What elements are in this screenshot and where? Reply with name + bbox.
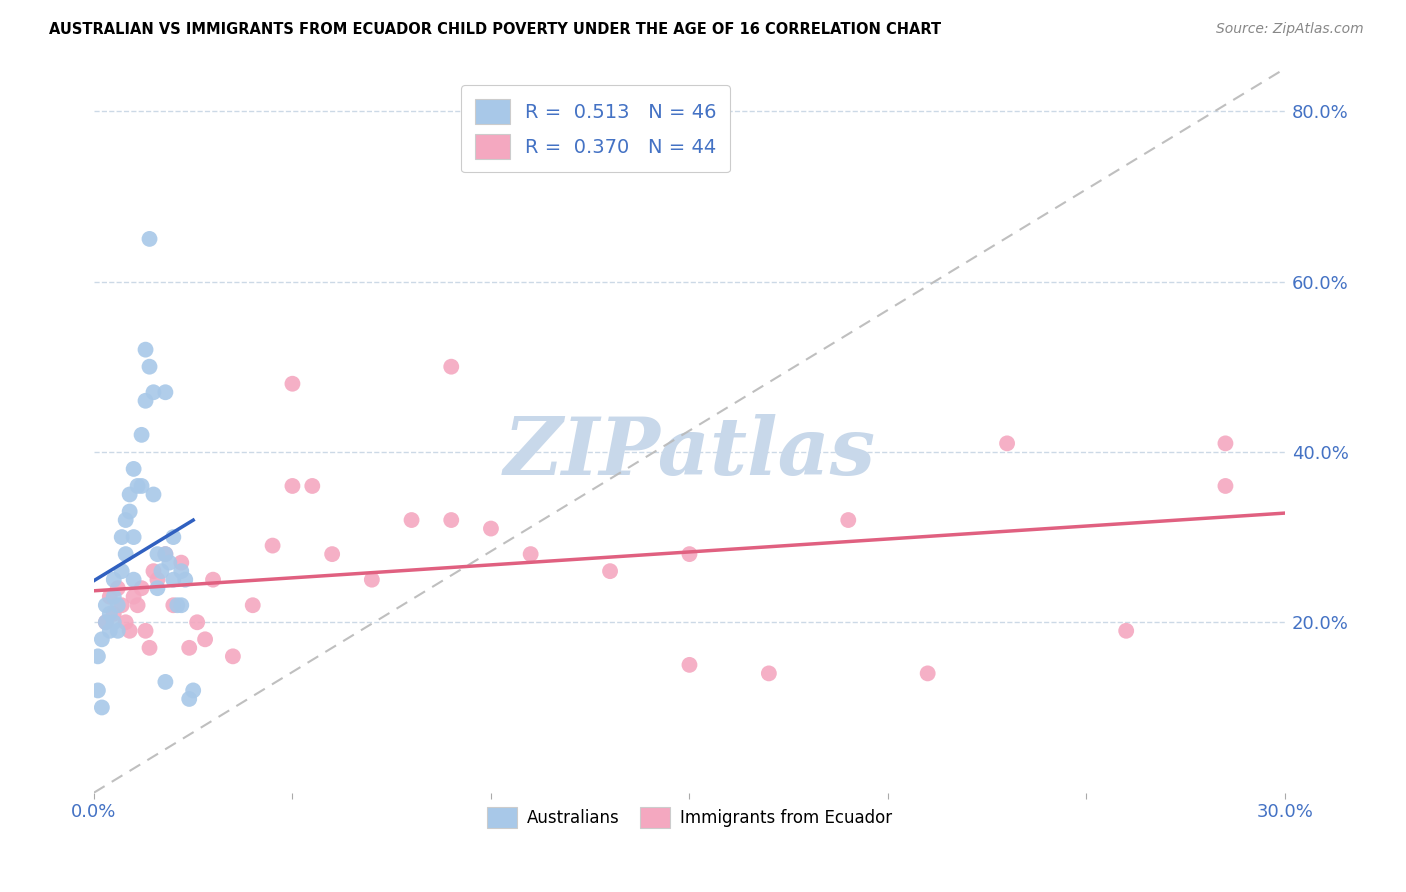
Point <box>162 530 184 544</box>
Point <box>360 573 382 587</box>
Point <box>179 692 201 706</box>
Point <box>142 564 165 578</box>
Text: AUSTRALIAN VS IMMIGRANTS FROM ECUADOR CHILD POVERTY UNDER THE AGE OF 16 CORRELAT: AUSTRALIAN VS IMMIGRANTS FROM ECUADOR CH… <box>49 22 942 37</box>
Point <box>837 513 859 527</box>
Point <box>94 615 117 630</box>
Point <box>281 479 304 493</box>
Point <box>103 615 125 630</box>
Point <box>678 657 700 672</box>
Point <box>440 513 463 527</box>
Point <box>155 385 177 400</box>
Point <box>758 666 780 681</box>
Point <box>202 573 225 587</box>
Point <box>155 674 177 689</box>
Point <box>1215 479 1237 493</box>
Point <box>599 564 621 578</box>
Point <box>111 599 134 613</box>
Point <box>107 599 129 613</box>
Point <box>479 522 502 536</box>
Point <box>94 599 117 613</box>
Point <box>162 599 184 613</box>
Point <box>155 547 177 561</box>
Point <box>401 513 423 527</box>
Point <box>222 649 245 664</box>
Point <box>98 624 121 638</box>
Point <box>122 590 145 604</box>
Point <box>181 683 204 698</box>
Point <box>194 632 217 647</box>
Point <box>114 547 136 561</box>
Point <box>146 573 169 587</box>
Point <box>1215 436 1237 450</box>
Point <box>138 359 160 374</box>
Point <box>122 530 145 544</box>
Point <box>87 649 110 664</box>
Point <box>157 556 180 570</box>
Text: Source: ZipAtlas.com: Source: ZipAtlas.com <box>1216 22 1364 37</box>
Point <box>1115 624 1137 638</box>
Point <box>103 590 125 604</box>
Point <box>135 343 157 357</box>
Point <box>170 599 193 613</box>
Point <box>122 462 145 476</box>
Point <box>440 359 463 374</box>
Point <box>94 615 117 630</box>
Point <box>131 581 153 595</box>
Point <box>103 573 125 587</box>
Text: ZIPatlas: ZIPatlas <box>503 414 876 491</box>
Point <box>111 530 134 544</box>
Point <box>118 504 141 518</box>
Point <box>111 564 134 578</box>
Point <box>127 479 149 493</box>
Point <box>131 479 153 493</box>
Point <box>118 624 141 638</box>
Point <box>155 547 177 561</box>
Point <box>107 581 129 595</box>
Point <box>321 547 343 561</box>
Point <box>281 376 304 391</box>
Point <box>166 599 188 613</box>
Point <box>678 547 700 561</box>
Point <box>90 700 112 714</box>
Point <box>103 607 125 621</box>
Point <box>135 624 157 638</box>
Point <box>519 547 541 561</box>
Point <box>917 666 939 681</box>
Point <box>98 590 121 604</box>
Point <box>142 385 165 400</box>
Point <box>98 607 121 621</box>
Point <box>107 624 129 638</box>
Point <box>186 615 208 630</box>
Point <box>301 479 323 493</box>
Point <box>87 683 110 698</box>
Point <box>262 539 284 553</box>
Point <box>242 599 264 613</box>
Point <box>170 556 193 570</box>
Point <box>127 599 149 613</box>
Point <box>131 427 153 442</box>
Point <box>122 573 145 587</box>
Point <box>146 581 169 595</box>
Point <box>170 564 193 578</box>
Point <box>146 547 169 561</box>
Point <box>142 487 165 501</box>
Point <box>150 564 173 578</box>
Point <box>90 632 112 647</box>
Legend: Australians, Immigrants from Ecuador: Australians, Immigrants from Ecuador <box>481 800 898 835</box>
Point <box>135 393 157 408</box>
Point <box>174 573 197 587</box>
Point <box>114 615 136 630</box>
Point <box>162 573 184 587</box>
Point <box>995 436 1018 450</box>
Point <box>118 487 141 501</box>
Point <box>138 232 160 246</box>
Point <box>138 640 160 655</box>
Point <box>179 640 201 655</box>
Point <box>114 513 136 527</box>
